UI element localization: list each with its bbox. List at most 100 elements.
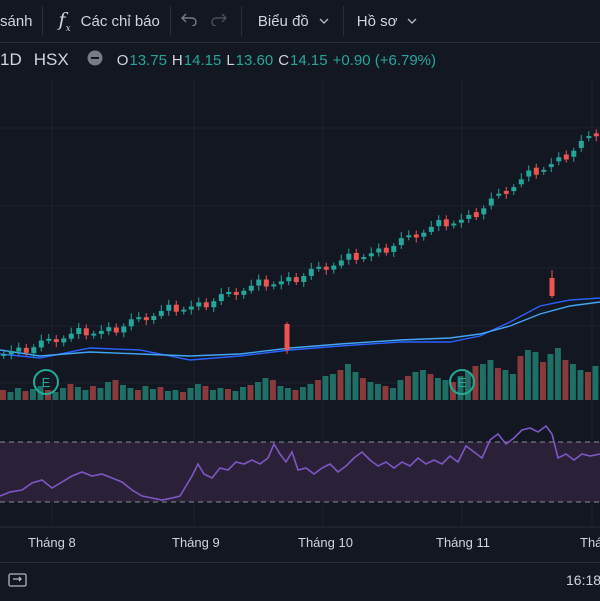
candle-body [526, 170, 532, 177]
volume-bar [337, 370, 344, 400]
compare-button[interactable]: sánh [0, 0, 42, 42]
candle-body [271, 284, 277, 287]
candle-body [571, 150, 577, 157]
candle-body [293, 277, 299, 283]
candle-body [203, 302, 209, 308]
replay-button[interactable] [8, 571, 28, 594]
candle-body [23, 347, 29, 353]
time-axis-label: Thá [580, 535, 600, 550]
volume-bar [502, 370, 509, 400]
volume-bar [480, 364, 486, 400]
candle-body [143, 317, 149, 321]
candle-body [16, 347, 22, 352]
clock-time: 16:18 [566, 572, 600, 588]
candle-body [83, 328, 89, 336]
volume-bar [405, 376, 411, 400]
candle-body [196, 302, 202, 307]
candle-body [376, 248, 382, 253]
volume-bar [22, 391, 29, 400]
volume-bar [75, 387, 81, 400]
volume-bar [390, 388, 396, 400]
candle-body [113, 327, 119, 333]
candle-body [68, 333, 74, 339]
volume-bar [187, 388, 194, 400]
volume-bar [592, 366, 599, 400]
earnings-e-icon: E [42, 375, 51, 390]
candle-body [548, 164, 554, 168]
candle-body [586, 136, 592, 139]
volume-bar [120, 385, 126, 400]
ma-slow-line [0, 301, 600, 357]
indicators-label: Các chỉ báo [80, 12, 160, 30]
redo-button[interactable] [205, 0, 241, 42]
candle-body [353, 252, 359, 260]
volume-bar [7, 392, 14, 400]
candle-body [226, 292, 232, 294]
volume-bar [585, 372, 591, 400]
toolbar-divider [41, 6, 43, 36]
candle-body [284, 324, 290, 350]
minus-circle-icon [87, 50, 103, 66]
volume-bar [457, 376, 464, 400]
candle-body [173, 304, 179, 312]
time-axis-label: Tháng 11 [436, 535, 490, 550]
candle-body [331, 265, 337, 270]
rsi-line [0, 424, 600, 501]
candle-body [181, 309, 187, 312]
volume-bar [487, 360, 494, 400]
volume-bar [562, 360, 569, 400]
close-value: 14.15 [290, 51, 328, 69]
volume-bar [540, 362, 546, 400]
candle-body [406, 235, 412, 238]
volume-bar [202, 386, 209, 400]
high-key: H [171, 51, 183, 69]
volume-bar [82, 390, 89, 400]
volume-bar [112, 380, 119, 400]
candle-body [533, 167, 539, 175]
volume-bar [375, 384, 381, 400]
candle-body [166, 304, 172, 311]
hide-series-button[interactable] [87, 50, 103, 70]
candle-body [286, 277, 292, 282]
volume-bar [60, 388, 66, 400]
candle-body [211, 301, 217, 308]
bottom-toolbar: 16:18 [0, 562, 600, 601]
moving-averages [0, 297, 600, 361]
redo-icon [211, 12, 227, 30]
volume-bar [180, 392, 186, 400]
indicators-button[interactable]: fx Các chỉ báo [43, 0, 170, 42]
candle-body [256, 279, 262, 286]
profile-dropdown[interactable]: Hồ sơ [344, 0, 418, 42]
volume-bar [472, 366, 479, 400]
exchange-label: HSX [33, 50, 69, 69]
candle-body [188, 306, 194, 310]
volume-bar [345, 364, 351, 400]
volume-bar [232, 391, 239, 400]
volume-bar [195, 384, 201, 400]
volume-bar [555, 348, 561, 400]
candle-body [556, 157, 562, 162]
ohlc-legend: 1D HSX O 13.75 H 14.15 L 13.60 C 14.15 +… [0, 43, 600, 77]
candle-body [61, 338, 67, 343]
volume-bar [465, 372, 471, 400]
undo-button[interactable] [171, 0, 205, 42]
candle-body [106, 327, 112, 332]
candle-body [383, 247, 389, 253]
volume-bars [0, 348, 599, 400]
volume-bar [570, 364, 576, 400]
close-key: C [278, 51, 290, 69]
candle-body [241, 290, 247, 295]
volume-bar [172, 390, 179, 400]
volume-bar [45, 390, 51, 400]
rsi-band [0, 442, 600, 502]
candle-body [1, 354, 7, 356]
toolbar-divider [342, 6, 344, 36]
chart-type-dropdown[interactable]: Biểu đồ [242, 0, 343, 42]
candle-body [233, 291, 239, 295]
volume-bar [300, 387, 306, 400]
candle-body [316, 266, 322, 269]
candle-body [549, 278, 555, 296]
volume-bar [52, 392, 59, 400]
